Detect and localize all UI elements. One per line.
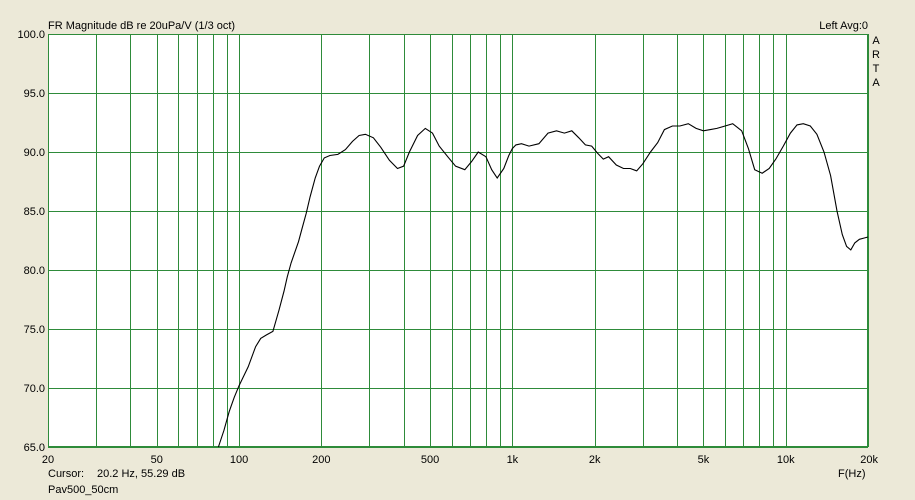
x-tick-label: 5k — [698, 454, 710, 466]
x-axis-label: F(Hz) — [838, 468, 866, 480]
x-tick-label: 100 — [230, 454, 248, 466]
x-tick-label: 1k — [507, 454, 519, 466]
logo-letter: R — [872, 49, 880, 61]
cursor-readout: 20.2 Hz, 55.29 dB — [97, 468, 186, 480]
x-tick-label: 10k — [777, 454, 795, 466]
y-tick-label: 95.0 — [24, 88, 45, 100]
y-tick-label: 65.0 — [24, 442, 45, 454]
x-tick-label: 50 — [151, 454, 163, 466]
logo-letter: A — [872, 77, 880, 89]
y-tick-label: 80.0 — [24, 265, 45, 277]
y-tick-label: 85.0 — [24, 206, 45, 218]
logo-letter: T — [872, 63, 880, 75]
x-tick-label: 20k — [860, 454, 878, 466]
arta-vertical-logo: A R T A — [871, 34, 881, 90]
x-tick-label: 200 — [312, 454, 330, 466]
y-tick-label: 70.0 — [24, 383, 45, 395]
cursor-label: Cursor: — [48, 468, 85, 480]
x-tick-label: 2k — [589, 454, 601, 466]
chart-title: FR Magnitude dB re 20uPa/V (1/3 oct) — [48, 20, 235, 32]
y-tick-label: 90.0 — [24, 147, 45, 159]
plot-frame — [48, 34, 868, 447]
logo-letter: A — [872, 35, 880, 47]
y-tick-label: 75.0 — [24, 324, 45, 336]
plot-border — [48, 34, 868, 447]
channel-average-label: Left Avg:0 — [819, 20, 868, 32]
response-curve — [217, 123, 869, 448]
x-tick-labels: 20 50 100 200 500 1k 2k 5k 10k 20k — [42, 454, 879, 466]
x-tick-label: 20 — [42, 454, 54, 466]
measurement-file-name: Pav500_50cm — [48, 484, 119, 496]
x-tick-label: 500 — [421, 454, 439, 466]
y-tick-label: 100.0 — [17, 29, 45, 41]
y-tick-labels: 100.0 95.0 90.0 85.0 80.0 75.0 70.0 65.0 — [17, 29, 45, 454]
plot-area[interactable] — [48, 34, 868, 447]
